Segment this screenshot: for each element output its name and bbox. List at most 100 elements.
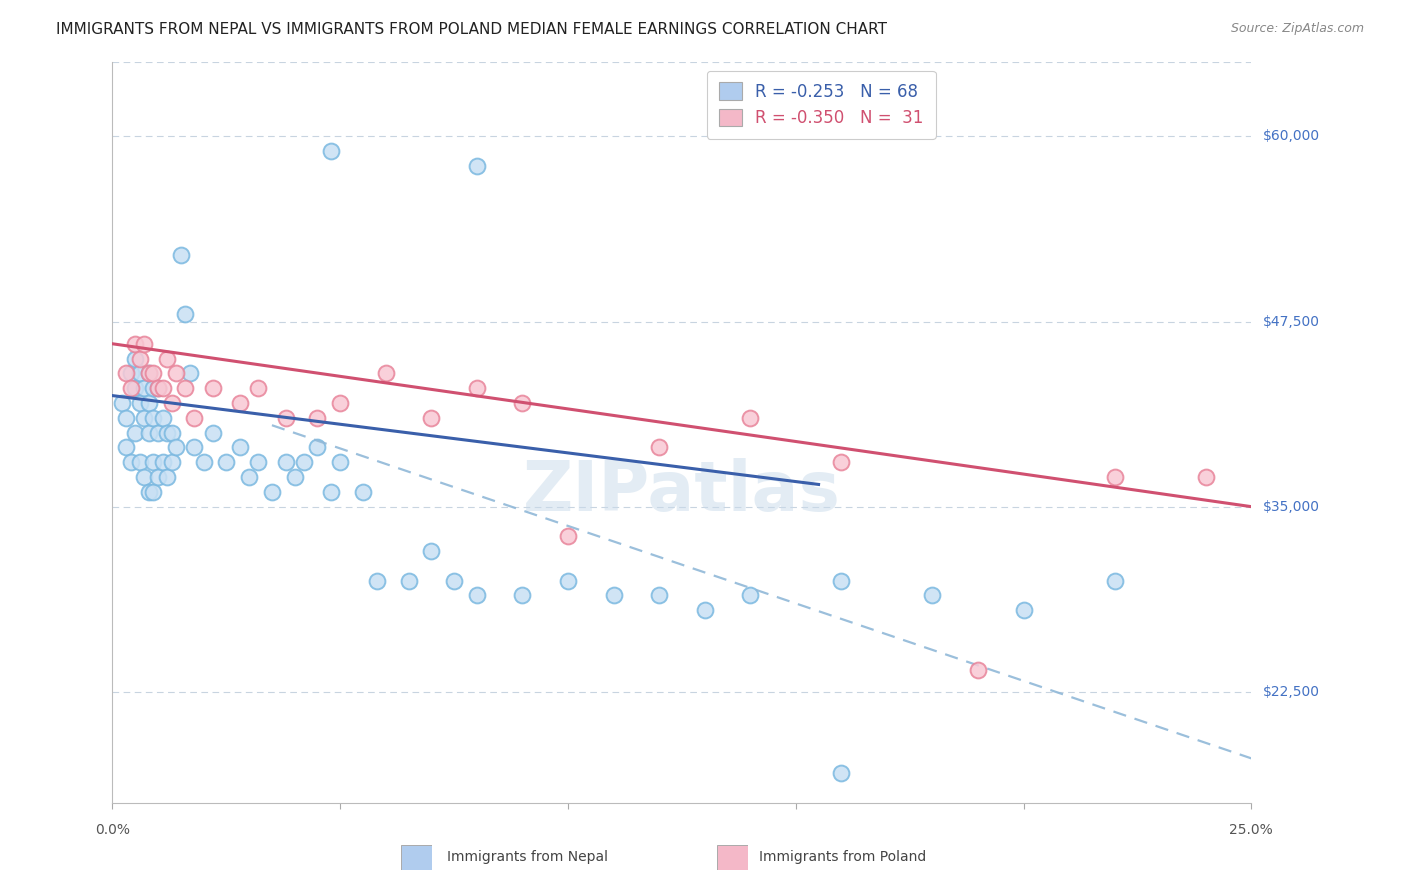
Point [274,455,297,469]
Point [160,455,183,469]
Point [174,307,197,321]
Point [648,441,671,455]
Text: Immigrants from Nepal: Immigrants from Nepal [447,850,609,864]
Point [152,410,174,425]
Point [229,396,252,410]
Text: $47,500: $47,500 [1263,315,1319,328]
Point [274,410,297,425]
Point [1104,574,1126,588]
Point [512,396,534,410]
Point [443,574,465,588]
Point [183,441,205,455]
Text: $35,000: $35,000 [1263,500,1319,514]
Point [170,248,193,262]
Text: $60,000: $60,000 [1263,129,1320,144]
Text: 0.0%: 0.0% [96,823,129,837]
Point [124,425,146,440]
Point [128,396,150,410]
Point [465,381,488,395]
Point [238,470,260,484]
Point [142,367,165,381]
Point [352,484,374,499]
Point [128,455,150,469]
Point [602,589,624,603]
Point [307,410,329,425]
Point [229,441,252,455]
Point [146,470,169,484]
Point [146,381,169,395]
Point [1104,470,1126,484]
Point [740,589,762,603]
Point [142,410,165,425]
Point [420,544,443,558]
Point [321,145,343,159]
Point [142,381,165,395]
Point [115,410,138,425]
Point [120,455,142,469]
Point [967,663,990,677]
Point [110,396,132,410]
Point [124,351,146,366]
Point [142,484,165,499]
Point [321,484,343,499]
Point [398,574,420,588]
Point [134,381,156,395]
Point [152,455,174,469]
Text: ZIPatlas: ZIPatlas [523,458,841,525]
Point [138,425,160,440]
Point [156,470,179,484]
Point [201,425,224,440]
Point [124,381,146,395]
Point [693,603,716,617]
Legend: R = -0.253   N = 68, R = -0.350   N =  31: R = -0.253 N = 68, R = -0.350 N = 31 [707,70,935,139]
Point [420,410,443,425]
Point [830,455,852,469]
Text: 25.0%: 25.0% [1229,823,1274,837]
Point [138,396,160,410]
Point [134,470,156,484]
Point [329,455,352,469]
Point [465,159,488,173]
Point [1195,470,1218,484]
Text: Source: ZipAtlas.com: Source: ZipAtlas.com [1230,22,1364,36]
Point [160,396,183,410]
Text: IMMIGRANTS FROM NEPAL VS IMMIGRANTS FROM POLAND MEDIAN FEMALE EARNINGS CORRELATI: IMMIGRANTS FROM NEPAL VS IMMIGRANTS FROM… [56,22,887,37]
Point [165,367,187,381]
Point [156,425,179,440]
Point [557,574,579,588]
Point [156,351,179,366]
Point [366,574,388,588]
Point [138,484,160,499]
Point [201,381,224,395]
Point [128,351,150,366]
Point [1012,603,1035,617]
Point [557,529,579,543]
Point [648,589,671,603]
Point [138,367,160,381]
Point [115,367,138,381]
Point [260,484,283,499]
Point [247,455,270,469]
Point [120,367,142,381]
Point [179,367,201,381]
Point [115,441,138,455]
Point [160,425,183,440]
Text: Immigrants from Poland: Immigrants from Poland [759,850,927,864]
Point [292,455,315,469]
Text: $22,500: $22,500 [1263,685,1319,698]
Point [830,574,852,588]
Point [830,766,852,780]
Point [215,455,238,469]
Point [921,589,943,603]
Point [138,367,160,381]
Point [146,425,169,440]
Point [142,455,165,469]
Point [247,381,270,395]
Point [174,381,197,395]
Point [120,381,142,395]
Point [193,455,215,469]
Point [374,367,396,381]
Point [134,336,156,351]
Point [284,470,307,484]
Point [165,441,187,455]
